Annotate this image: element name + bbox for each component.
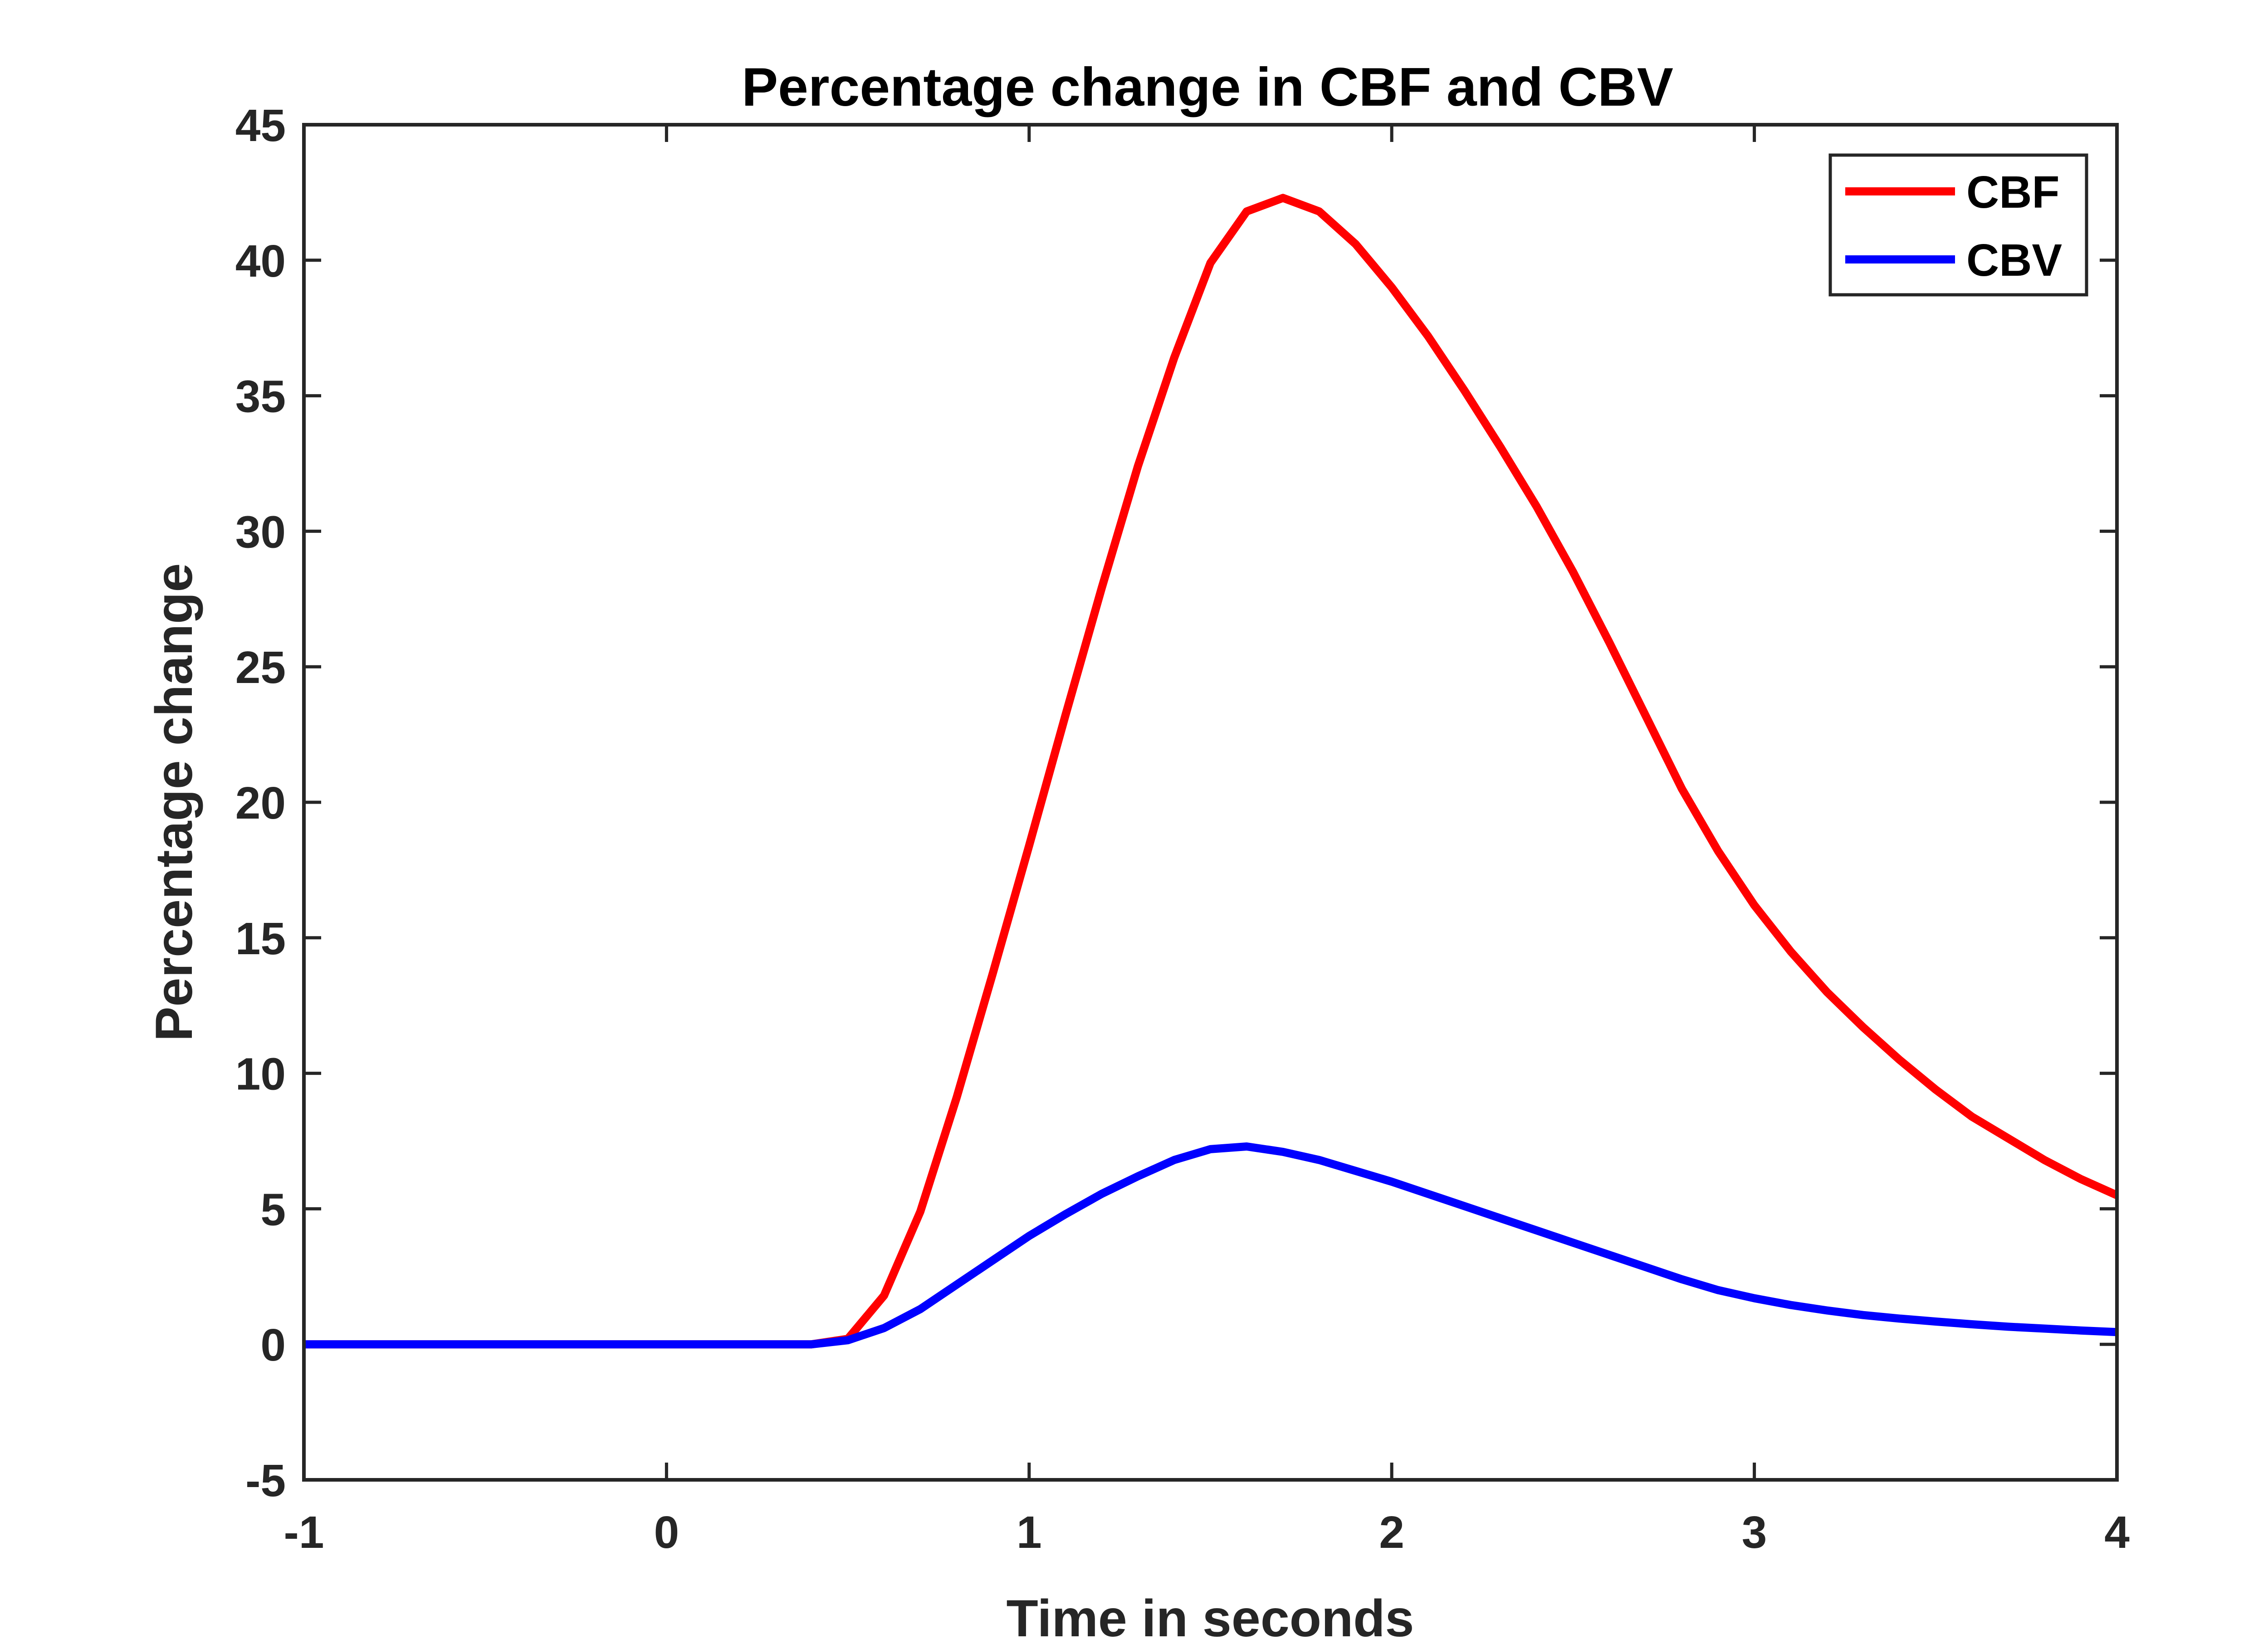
y-tick-label: 45 [235,100,286,151]
x-tick-label: 1 [1017,1507,1042,1558]
y-tick-label: 20 [235,778,286,829]
chart-title: Percentage change in CBF and CBV [742,57,1673,117]
y-tick-label: 30 [235,507,286,557]
x-axis-label: Time in seconds [1007,1590,1414,1644]
y-tick-label: 10 [235,1049,286,1100]
legend-label-cbv: CBV [1966,235,2062,286]
y-tick-label: 5 [260,1184,286,1235]
x-tick-label: 3 [1742,1507,1767,1558]
series-layer [304,194,2119,1349]
legend: CBF CBV [1828,153,2088,297]
y-axis-label: Percentage change [145,563,203,1042]
legend-box [1828,153,2088,297]
x-axis: -1 0 1 2 3 4 [284,125,2130,1558]
x-tick-label: 4 [2104,1507,2130,1558]
x-tick-label: 2 [1379,1507,1404,1558]
y-axis: -5 0 5 10 15 20 25 30 35 40 45 [235,100,2117,1506]
y-tick-label: 35 [235,371,286,422]
series-line-cbv [304,1142,2117,1349]
series-line-cbf [304,194,2119,1349]
y-tick-label: -5 [245,1455,286,1506]
y-tick-label: 0 [260,1320,286,1371]
y-tick-label: 40 [235,236,286,287]
y-tick-label: 15 [235,913,286,964]
x-tick-label: -1 [284,1507,324,1558]
axes-box [302,123,2119,1482]
legend-label-cbf: CBF [1966,167,2060,218]
y-tick-label: 25 [235,642,286,693]
x-tick-label: 0 [654,1507,679,1558]
